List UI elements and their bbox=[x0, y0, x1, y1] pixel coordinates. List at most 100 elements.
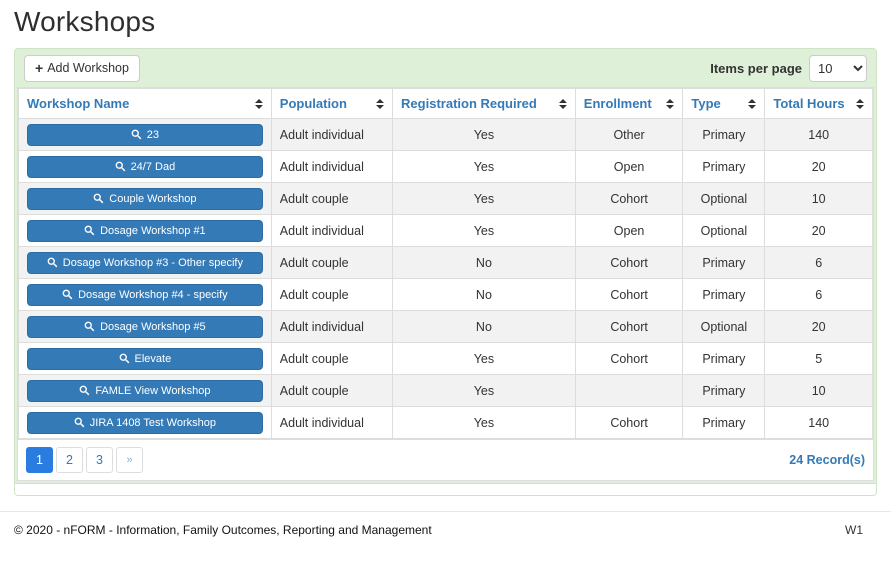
page-title: Workshops bbox=[14, 6, 156, 37]
workshop-name-label: Couple Workshop bbox=[109, 192, 197, 205]
workshop-name-button[interactable]: 24/7 Dad bbox=[27, 155, 263, 178]
registration-required-cell: Yes bbox=[392, 374, 576, 407]
sort-arrows-icon[interactable] bbox=[376, 98, 385, 109]
pagination-next-button[interactable]: » bbox=[116, 447, 143, 473]
pagination: 1 2 3» bbox=[26, 447, 143, 473]
pagination-page-button-3[interactable]: 3 bbox=[86, 447, 113, 473]
column-header-label: Type bbox=[691, 96, 721, 111]
search-icon bbox=[131, 129, 142, 140]
add-workshop-label: Add Workshop bbox=[47, 61, 129, 75]
workshop-name-button[interactable]: Dosage Workshop #3 - Other specify bbox=[27, 251, 263, 274]
type-cell: Optional bbox=[682, 214, 766, 247]
enrollment-cell: Cohort bbox=[574, 310, 684, 343]
enrollment-cell: Open bbox=[574, 150, 684, 183]
table-header-row: Workshop Name Population Registration Requ… bbox=[18, 88, 873, 119]
items-per-page-select[interactable]: 10 bbox=[809, 54, 867, 82]
sort-arrows-icon[interactable] bbox=[254, 98, 263, 109]
workshop-name-cell: 24/7 Dad bbox=[18, 150, 272, 183]
column-header-5[interactable]: Total Hours bbox=[764, 88, 873, 119]
column-header-3[interactable]: Enrollment bbox=[574, 88, 684, 119]
workshop-name-button[interactable]: JIRA 1408 Test Workshop bbox=[27, 411, 263, 434]
search-icon bbox=[79, 385, 90, 396]
registration-required-cell: Yes bbox=[392, 182, 576, 215]
table-row: Elevate Adult couple Yes Cohort Primary 5 bbox=[18, 342, 873, 375]
pagination-page-button-2[interactable]: 2 bbox=[56, 447, 83, 473]
search-icon bbox=[74, 417, 85, 428]
registration-required-cell: Yes bbox=[392, 342, 576, 375]
search-icon bbox=[115, 161, 126, 172]
total-hours-cell: 10 bbox=[764, 374, 873, 407]
total-hours-cell: 20 bbox=[764, 214, 873, 247]
type-cell: Primary bbox=[682, 342, 766, 375]
workshop-name-cell: FAMLE View Workshop bbox=[18, 374, 272, 407]
registration-required-cell: Yes bbox=[392, 150, 576, 183]
enrollment-cell: Cohort bbox=[574, 406, 684, 439]
workshop-name-cell: JIRA 1408 Test Workshop bbox=[18, 406, 272, 439]
column-header-4[interactable]: Type bbox=[682, 88, 766, 119]
table-row: 24/7 Dad Adult individual Yes Open Primary 20 bbox=[18, 150, 873, 183]
registration-required-cell: No bbox=[392, 310, 576, 343]
column-header-0[interactable]: Workshop Name bbox=[18, 88, 272, 119]
population-cell: Adult couple bbox=[270, 342, 394, 375]
search-icon bbox=[62, 289, 73, 300]
population-cell: Adult couple bbox=[270, 182, 394, 215]
population-cell: Adult couple bbox=[270, 374, 394, 407]
population-cell: Adult individual bbox=[270, 310, 394, 343]
type-cell: Primary bbox=[682, 246, 766, 279]
search-icon bbox=[119, 353, 130, 364]
workshop-name-button[interactable]: Dosage Workshop #4 - specify bbox=[27, 283, 263, 306]
table-row: Dosage Workshop #5 Adult individual No Coho… bbox=[18, 310, 873, 343]
column-header-label: Total Hours bbox=[773, 96, 845, 111]
workshop-name-button[interactable]: Couple Workshop bbox=[27, 187, 263, 210]
population-cell: Adult individual bbox=[270, 214, 394, 247]
sort-arrows-icon[interactable] bbox=[748, 98, 757, 109]
table-row: JIRA 1408 Test Workshop Adult individual Y… bbox=[18, 406, 873, 439]
panel-footer bbox=[15, 483, 876, 495]
population-cell: Adult individual bbox=[270, 406, 394, 439]
workshops-table-container: Workshop Name Population Registration Requ… bbox=[17, 87, 874, 481]
table-row: Dosage Workshop #3 - Other specify Adult … bbox=[18, 246, 873, 279]
enrollment-cell bbox=[574, 374, 684, 407]
workshop-name-button[interactable]: 23 bbox=[27, 123, 263, 146]
table-row: Dosage Workshop #4 - specify Adult couple… bbox=[18, 278, 873, 311]
enrollment-cell: Open bbox=[574, 214, 684, 247]
column-header-label: Registration Required bbox=[401, 96, 537, 111]
population-cell: Adult couple bbox=[270, 246, 394, 279]
enrollment-cell: Cohort bbox=[574, 342, 684, 375]
workshop-name-label: Dosage Workshop #4 - specify bbox=[78, 288, 228, 301]
column-header-label: Workshop Name bbox=[27, 96, 130, 111]
search-icon bbox=[84, 225, 95, 236]
workshop-name-button[interactable]: Dosage Workshop #5 bbox=[27, 315, 263, 338]
sort-arrows-icon[interactable] bbox=[856, 98, 864, 109]
plus-icon: + bbox=[35, 60, 44, 76]
enrollment-cell: Cohort bbox=[574, 278, 684, 311]
workshop-name-label: Dosage Workshop #1 bbox=[100, 224, 206, 237]
workshop-name-cell: Dosage Workshop #5 bbox=[18, 310, 272, 343]
column-header-2[interactable]: Registration Required bbox=[392, 88, 576, 119]
sort-arrows-icon[interactable] bbox=[558, 98, 567, 109]
copyright-text: © 2020 - nFORM - Information, Family Out… bbox=[14, 523, 432, 537]
pagination-page-button-1[interactable]: 1 bbox=[26, 447, 53, 473]
type-cell: Primary bbox=[682, 150, 766, 183]
column-header-1[interactable]: Population bbox=[270, 88, 394, 119]
add-workshop-button[interactable]: + Add Workshop bbox=[24, 54, 140, 82]
workshop-name-cell: Elevate bbox=[18, 342, 272, 375]
column-header-label: Enrollment bbox=[583, 96, 652, 111]
workshop-name-label: JIRA 1408 Test Workshop bbox=[89, 416, 216, 429]
workshop-name-label: 23 bbox=[146, 128, 160, 141]
workshop-name-cell: Dosage Workshop #3 - Other specify bbox=[18, 246, 272, 279]
workshop-name-button[interactable]: Elevate bbox=[27, 347, 263, 370]
site-footer: © 2020 - nFORM - Information, Family Out… bbox=[0, 511, 891, 537]
type-cell: Primary bbox=[682, 118, 766, 151]
workshop-name-button[interactable]: FAMLE View Workshop bbox=[27, 379, 263, 402]
table-row: FAMLE View Workshop Adult couple Yes Primar… bbox=[18, 374, 873, 407]
workshop-name-label: 24/7 Dad bbox=[130, 160, 176, 173]
total-hours-cell: 140 bbox=[764, 118, 873, 151]
sort-arrows-icon[interactable] bbox=[666, 98, 675, 109]
population-cell: Adult couple bbox=[270, 278, 394, 311]
total-hours-cell: 20 bbox=[764, 310, 873, 343]
workshop-name-button[interactable]: Dosage Workshop #1 bbox=[27, 219, 263, 242]
type-cell: Primary bbox=[682, 406, 766, 439]
workshop-name-label: Elevate bbox=[134, 352, 172, 365]
workshop-name-cell: Couple Workshop bbox=[18, 182, 272, 215]
